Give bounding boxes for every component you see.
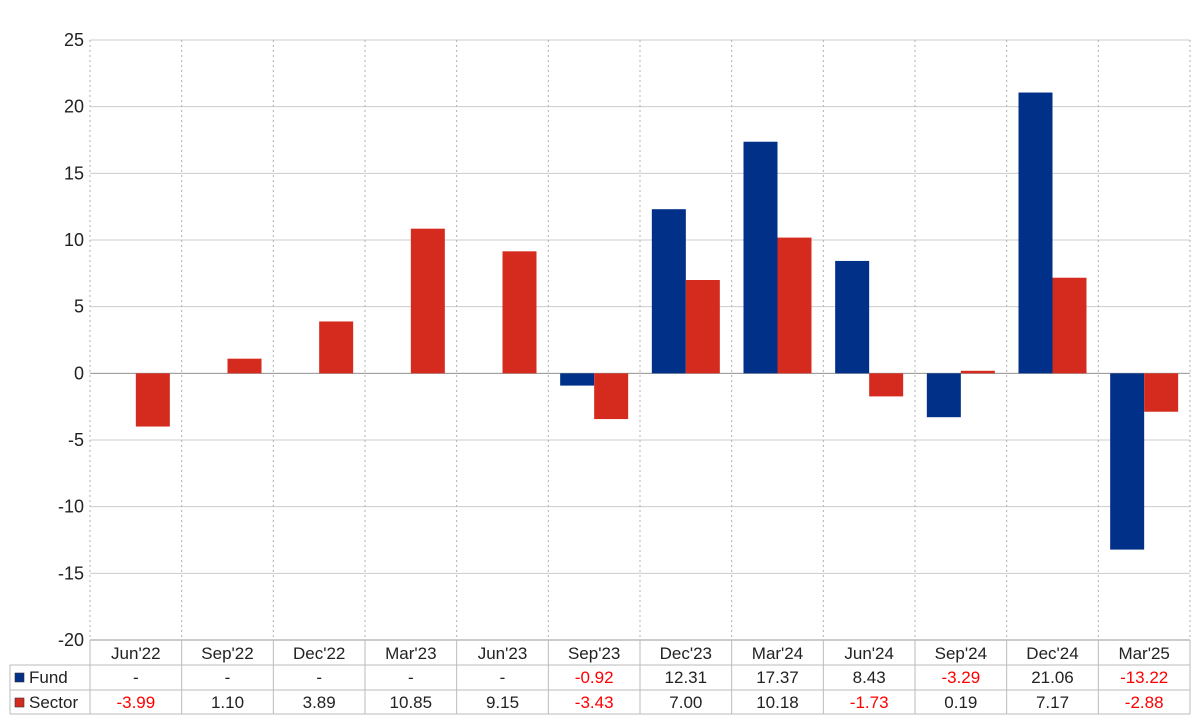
data-label-fund: 12.31: [665, 668, 708, 687]
bar-fund: [1018, 92, 1053, 374]
data-label-fund: -: [225, 668, 231, 687]
legend-swatch-fund: [14, 672, 25, 683]
bar-fund: [560, 373, 595, 386]
legend-label-fund: Fund: [29, 668, 68, 687]
data-label-fund: -3.29: [941, 668, 980, 687]
bar-fund: [743, 141, 778, 374]
data-label-fund: 17.37: [756, 668, 799, 687]
category-label: Sep'24: [935, 644, 987, 663]
category-label: Mar'23: [385, 644, 436, 663]
data-label-sector: -3.43: [575, 693, 614, 712]
data-label-sector: -1.73: [850, 693, 889, 712]
y-tick-label: 15: [64, 163, 84, 183]
bar-sector: [319, 321, 354, 374]
y-axis: 25 20 15 10 5 0 -5 -10 -15 -20: [58, 30, 84, 650]
y-tick-label: -10: [58, 497, 84, 517]
bar-fund: [926, 373, 961, 418]
data-label-sector: -2.88: [1125, 693, 1164, 712]
y-tick-label: -15: [58, 563, 84, 583]
y-tick-label: 5: [74, 297, 84, 317]
category-label: Mar'24: [752, 644, 803, 663]
data-label-sector: 7.17: [1036, 693, 1069, 712]
bar-sector: [1144, 373, 1179, 412]
data-label-sector: 3.89: [303, 693, 336, 712]
bar-fund: [1110, 373, 1145, 550]
data-label-fund: 21.06: [1031, 668, 1074, 687]
y-tick-label: 25: [64, 30, 84, 50]
bar-sector: [777, 237, 812, 374]
data-label-fund: -: [408, 668, 414, 687]
data-label-sector: 7.00: [669, 693, 702, 712]
data-label-fund: -: [500, 668, 506, 687]
data-label-sector: -3.99: [116, 693, 155, 712]
category-label: Dec'23: [660, 644, 712, 663]
category-label: Dec'24: [1026, 644, 1078, 663]
category-label: Jun'23: [478, 644, 528, 663]
bar-sector: [227, 358, 262, 374]
data-label-fund: -0.92: [575, 668, 614, 687]
bar-sector: [135, 373, 170, 427]
category-label: Jun'24: [844, 644, 894, 663]
category-label: Jun'22: [111, 644, 161, 663]
bar-sector: [1052, 277, 1087, 374]
y-tick-label: -20: [58, 630, 84, 650]
bar-fund: [651, 209, 686, 374]
y-tick-label: 20: [64, 97, 84, 117]
data-label-fund: 8.43: [853, 668, 886, 687]
data-label-sector: 10.18: [756, 693, 799, 712]
data-label-sector: 0.19: [944, 693, 977, 712]
data-label-sector: 9.15: [486, 693, 519, 712]
category-label: Sep'22: [201, 644, 253, 663]
bar-sector: [594, 373, 629, 420]
bar-sector: [502, 251, 537, 374]
y-tick-label: 10: [64, 230, 84, 250]
category-label: Mar'25: [1118, 644, 1169, 663]
bar-sector: [410, 228, 445, 374]
grid: [89, 39, 1191, 641]
legend-swatch-sector: [14, 697, 25, 708]
data-label-fund: -: [316, 668, 322, 687]
category-label: Sep'23: [568, 644, 620, 663]
data-label-fund: -: [133, 668, 139, 687]
y-tick-label: -5: [68, 430, 84, 450]
y-tick-label: 0: [74, 363, 84, 383]
data-table: Jun'22 Sep'22 Dec'22 Mar'23 Jun'23 Sep'23 Dec'…: [9, 639, 1191, 715]
bar-sector: [869, 373, 904, 397]
data-label-sector: 1.10: [211, 693, 244, 712]
category-label: Dec'22: [293, 644, 345, 663]
legend-label-sector: Sector: [29, 693, 78, 712]
bar-sector: [960, 370, 995, 374]
data-label-sector: 10.85: [390, 693, 433, 712]
data-label-fund: -13.22: [1120, 668, 1168, 687]
bar-fund: [835, 260, 870, 374]
bar-sector: [685, 280, 720, 374]
bars: [135, 92, 1179, 550]
